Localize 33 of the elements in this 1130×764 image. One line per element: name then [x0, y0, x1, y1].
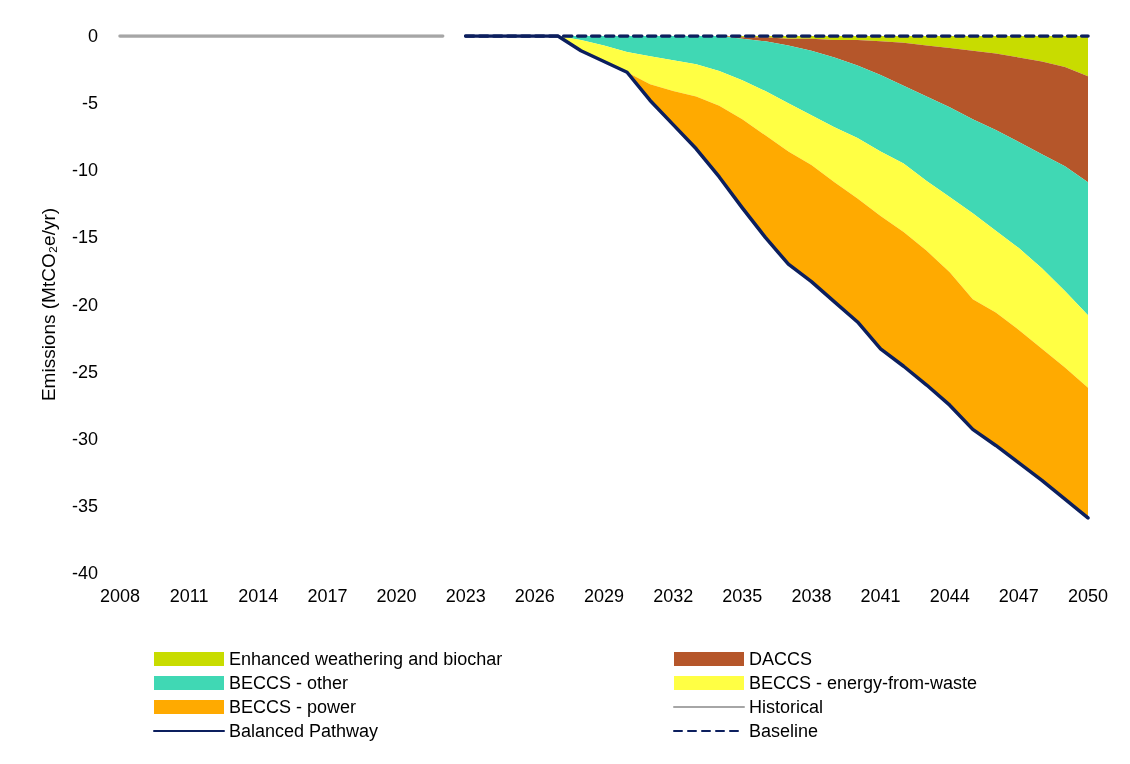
x-tick-label: 2041	[860, 586, 901, 606]
x-tick-label: 2032	[653, 586, 694, 606]
legend-label: Balanced Pathway	[229, 721, 379, 741]
x-tick-label: 2014	[238, 586, 279, 606]
y-tick-label: -35	[71, 495, 98, 516]
y-tick-label: -15	[71, 227, 98, 248]
y-tick-label: -5	[81, 93, 98, 114]
legend-label: DACCS	[749, 649, 813, 669]
x-tick-label: 2035	[722, 586, 763, 606]
y-tick-label: -30	[71, 428, 98, 449]
y-tick-label: -10	[71, 160, 98, 181]
y-tick-label: -25	[71, 361, 98, 382]
x-tick-label: 2047	[998, 586, 1039, 606]
x-tick-label: 2020	[376, 586, 417, 606]
x-tick-label: 2029	[583, 586, 625, 606]
legend-label: Baseline	[749, 721, 819, 741]
x-tick-label: 2023	[445, 586, 486, 606]
x-tick-label: 2026	[514, 586, 555, 606]
legend-label: Historical	[749, 697, 824, 717]
legend-label: BECCS - energy-from-waste	[749, 673, 978, 693]
legend-label: BECCS - power	[229, 697, 357, 717]
y-tick-label: -40	[71, 563, 98, 583]
x-tick-label: 2038	[791, 586, 832, 606]
x-tick-label: 2050	[1067, 586, 1109, 606]
y-tick-label: -20	[71, 294, 98, 315]
legend-label: Enhanced weathering and biochar	[229, 649, 503, 669]
x-tick-label: 2044	[929, 586, 970, 606]
x-tick-label: 2017	[307, 586, 348, 606]
x-tick-label: 2008	[99, 586, 141, 606]
legend-label: BECCS - other	[229, 673, 349, 693]
x-tick-label: 2011	[169, 586, 209, 606]
y-tick-label: 0	[87, 26, 98, 46]
y-axis-title: Emissions (MtCO₂e/yr)	[38, 207, 59, 402]
